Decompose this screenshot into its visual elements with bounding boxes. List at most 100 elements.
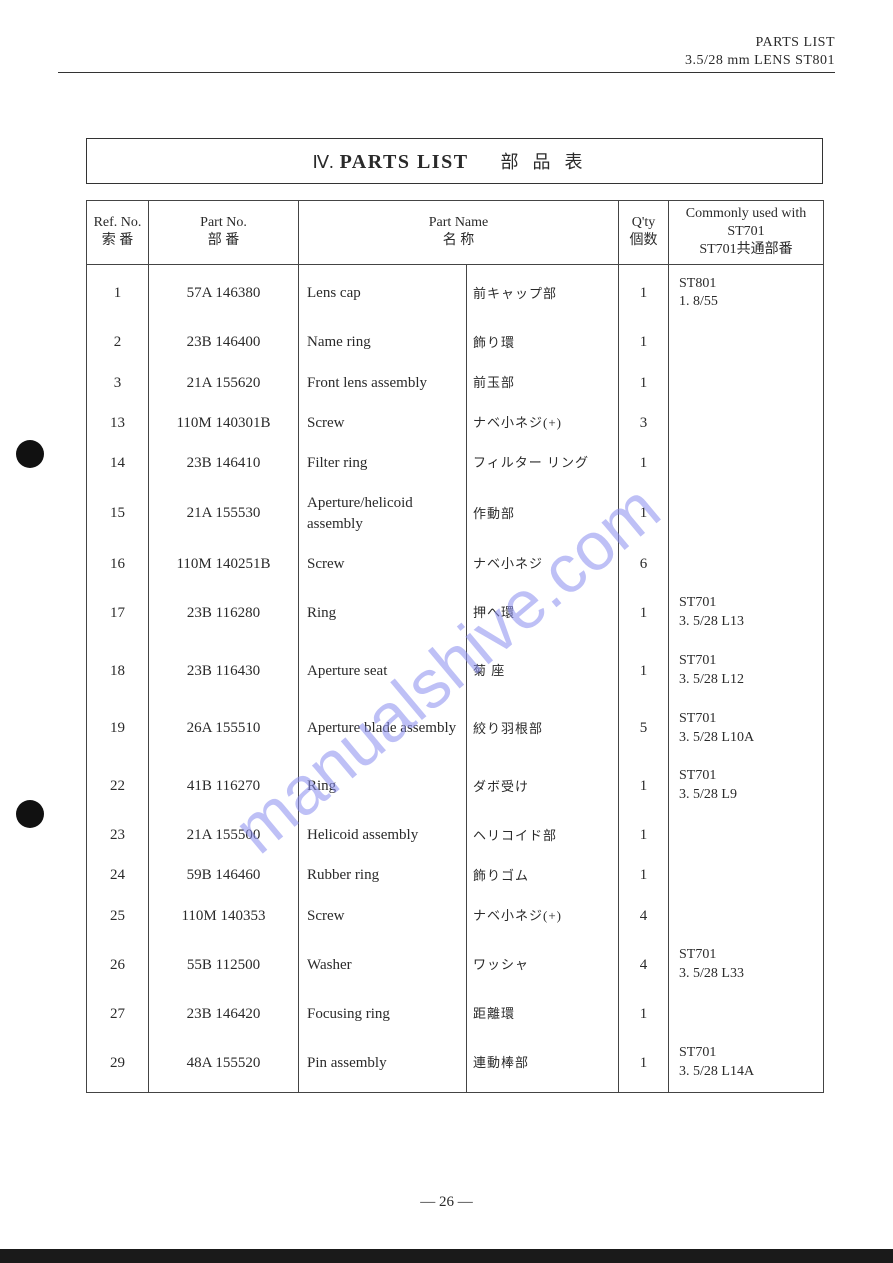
cell-ref-no: 18 bbox=[87, 642, 149, 700]
title-japanese: 部品表 bbox=[501, 148, 597, 174]
table-row: 2723B 146420Focusing ring距離環1 bbox=[87, 994, 824, 1034]
punch-hole-icon bbox=[16, 440, 44, 468]
col-ref-en: Ref. No. bbox=[89, 214, 146, 232]
cell-common bbox=[669, 994, 824, 1034]
table-row: 1723B 116280Ring押へ環1ST7013. 5/28 L13 bbox=[87, 584, 824, 642]
cell-name-en: Lens cap bbox=[299, 264, 467, 322]
cell-name-en: Ring bbox=[299, 757, 467, 815]
cell-ref-no: 24 bbox=[87, 855, 149, 895]
cell-part-no: 57A 146380 bbox=[149, 264, 299, 322]
cell-name-en: Screw bbox=[299, 403, 467, 443]
cell-common bbox=[669, 443, 824, 483]
cell-part-no: 59B 146460 bbox=[149, 855, 299, 895]
cell-ref-no: 3 bbox=[87, 363, 149, 403]
cell-name-en: Focusing ring bbox=[299, 994, 467, 1034]
col-qty-jp: 個数 bbox=[621, 232, 666, 250]
col-ref: Ref. No. 索 番 bbox=[87, 201, 149, 265]
col-partname-en: Part Name bbox=[301, 214, 616, 232]
col-partname-jp: 名 称 bbox=[301, 232, 616, 250]
table-row: 13110M 140301BScrewナベ小ネジ(+)3 bbox=[87, 403, 824, 443]
title-english: PARTS LIST bbox=[340, 151, 469, 174]
table-row: 16110M 140251BScrewナベ小ネジ6 bbox=[87, 544, 824, 584]
cell-part-no: 23B 146400 bbox=[149, 322, 299, 362]
table-row: 1521A 155530Aperture/helicoid assembly作動… bbox=[87, 483, 824, 544]
cell-name-en: Screw bbox=[299, 544, 467, 584]
cell-common: ST7013. 5/28 L13 bbox=[669, 584, 824, 642]
cell-qty: 1 bbox=[619, 1034, 669, 1092]
col-ref-jp: 索 番 bbox=[89, 232, 146, 250]
cell-name-en: Screw bbox=[299, 896, 467, 936]
col-partno-jp: 部 番 bbox=[151, 232, 296, 250]
parts-table: Ref. No. 索 番 Part No. 部 番 Part Name 名 称 … bbox=[86, 200, 824, 1093]
cell-qty: 1 bbox=[619, 584, 669, 642]
col-common: Commonly used with ST701 ST701共通部番 bbox=[669, 201, 824, 265]
cell-part-no: 110M 140301B bbox=[149, 403, 299, 443]
cell-part-no: 41B 116270 bbox=[149, 757, 299, 815]
cell-name-jp: フィルター リング bbox=[467, 443, 619, 483]
cell-common bbox=[669, 483, 824, 544]
cell-common bbox=[669, 403, 824, 443]
cell-part-no: 23B 116280 bbox=[149, 584, 299, 642]
col-partno-en: Part No. bbox=[151, 214, 296, 232]
col-qty-en: Q'ty bbox=[621, 214, 666, 232]
cell-ref-no: 27 bbox=[87, 994, 149, 1034]
cell-name-en: Pin assembly bbox=[299, 1034, 467, 1092]
table-body: 157A 146380Lens cap前キャップ部1ST8011. 8/5522… bbox=[87, 264, 824, 1092]
cell-common: ST7013. 5/28 L14A bbox=[669, 1034, 824, 1092]
cell-name-jp: 前キャップ部 bbox=[467, 264, 619, 322]
cell-qty: 1 bbox=[619, 483, 669, 544]
cell-name-jp: 前玉部 bbox=[467, 363, 619, 403]
cell-ref-no: 16 bbox=[87, 544, 149, 584]
cell-qty: 1 bbox=[619, 642, 669, 700]
cell-part-no: 26A 155510 bbox=[149, 700, 299, 758]
col-qty: Q'ty 個数 bbox=[619, 201, 669, 265]
col-common-en: Commonly used with ST701 bbox=[671, 205, 821, 241]
punch-hole-icon bbox=[16, 800, 44, 828]
cell-qty: 1 bbox=[619, 322, 669, 362]
table-row: 223B 146400Name ring飾り環1 bbox=[87, 322, 824, 362]
table-row: 1926A 155510Aperture blade assembly絞り羽根部… bbox=[87, 700, 824, 758]
cell-qty: 1 bbox=[619, 264, 669, 322]
cell-ref-no: 26 bbox=[87, 936, 149, 994]
header-line-1: PARTS LIST bbox=[685, 34, 835, 52]
cell-name-jp: ナベ小ネジ bbox=[467, 544, 619, 584]
cell-name-en: Aperture seat bbox=[299, 642, 467, 700]
cell-name-en: Helicoid assembly bbox=[299, 815, 467, 855]
table-row: 157A 146380Lens cap前キャップ部1ST8011. 8/55 bbox=[87, 264, 824, 322]
cell-name-en: Aperture blade assembly bbox=[299, 700, 467, 758]
cell-ref-no: 19 bbox=[87, 700, 149, 758]
cell-name-jp: 連動棒部 bbox=[467, 1034, 619, 1092]
cell-qty: 5 bbox=[619, 700, 669, 758]
cell-common: ST7013. 5/28 L33 bbox=[669, 936, 824, 994]
cell-ref-no: 15 bbox=[87, 483, 149, 544]
cell-part-no: 23B 146410 bbox=[149, 443, 299, 483]
cell-part-no: 21A 155500 bbox=[149, 815, 299, 855]
cell-part-no: 110M 140353 bbox=[149, 896, 299, 936]
cell-part-no: 48A 155520 bbox=[149, 1034, 299, 1092]
cell-qty: 1 bbox=[619, 994, 669, 1034]
cell-ref-no: 25 bbox=[87, 896, 149, 936]
scan-bottom-edge bbox=[0, 1249, 893, 1263]
col-common-jp: ST701共通部番 bbox=[671, 241, 821, 259]
cell-ref-no: 29 bbox=[87, 1034, 149, 1092]
cell-ref-no: 14 bbox=[87, 443, 149, 483]
header-block: PARTS LIST 3.5/28 mm LENS ST801 bbox=[685, 34, 835, 69]
cell-ref-no: 13 bbox=[87, 403, 149, 443]
cell-part-no: 21A 155530 bbox=[149, 483, 299, 544]
cell-common bbox=[669, 896, 824, 936]
cell-name-jp: 飾りゴム bbox=[467, 855, 619, 895]
cell-ref-no: 23 bbox=[87, 815, 149, 855]
cell-part-no: 21A 155620 bbox=[149, 363, 299, 403]
cell-name-jp: 絞り羽根部 bbox=[467, 700, 619, 758]
cell-part-no: 23B 116430 bbox=[149, 642, 299, 700]
cell-qty: 3 bbox=[619, 403, 669, 443]
page-number: — 26 — bbox=[0, 1194, 893, 1211]
cell-common bbox=[669, 855, 824, 895]
cell-common bbox=[669, 322, 824, 362]
cell-part-no: 23B 146420 bbox=[149, 994, 299, 1034]
cell-name-jp: ワッシャ bbox=[467, 936, 619, 994]
cell-name-jp: 距離環 bbox=[467, 994, 619, 1034]
page: PARTS LIST 3.5/28 mm LENS ST801 Ⅳ. PARTS… bbox=[0, 0, 893, 1263]
cell-qty: 1 bbox=[619, 443, 669, 483]
table-row: 2459B 146460Rubber ring飾りゴム1 bbox=[87, 855, 824, 895]
